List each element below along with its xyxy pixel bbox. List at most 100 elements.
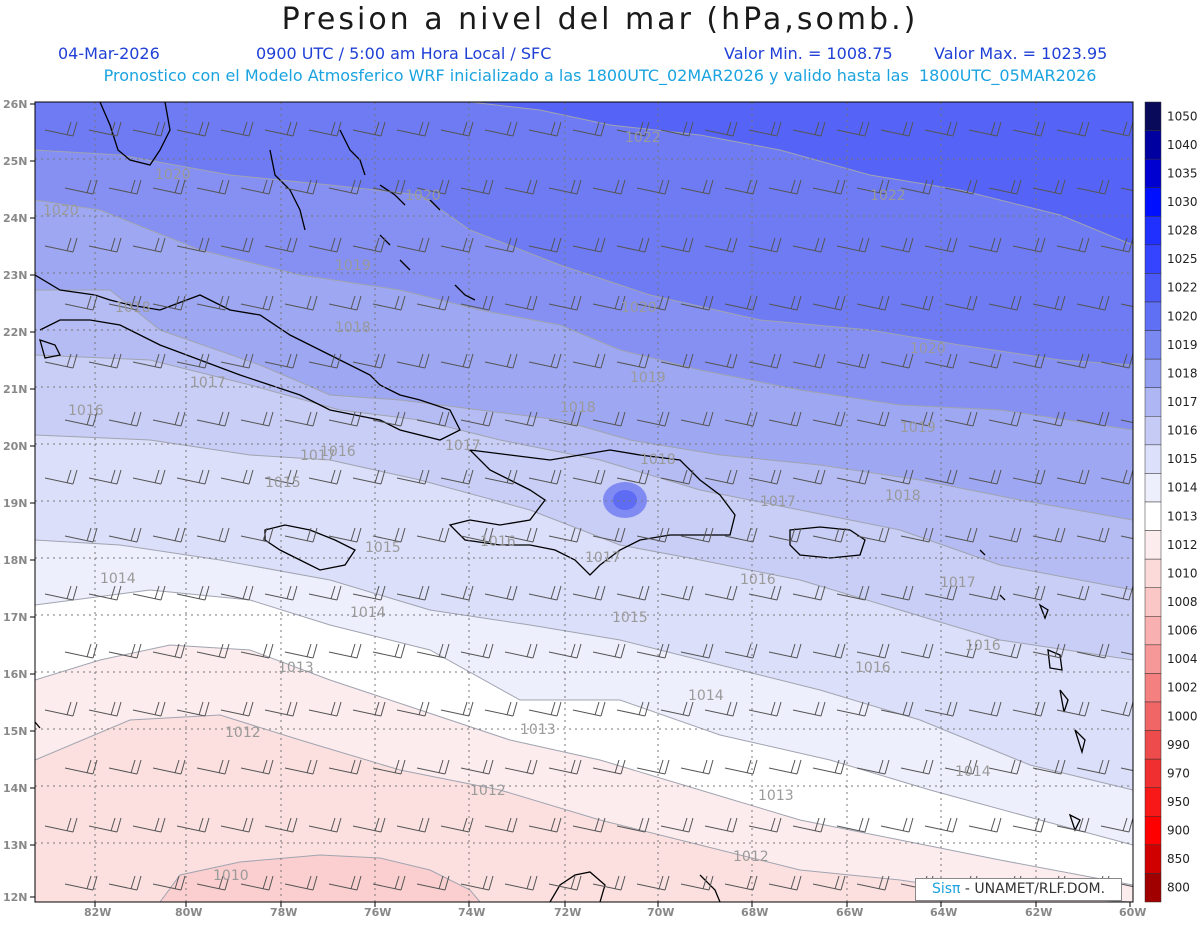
wind-barb (108, 179, 142, 195)
contour-label: 1017 (940, 575, 976, 591)
colorbar-label: 1040 (1167, 138, 1198, 152)
colorbar-label: 1050 (1167, 109, 1198, 123)
wind-barb (352, 817, 386, 833)
wind-barb (108, 759, 142, 775)
colorbar-swatch (1144, 787, 1162, 817)
wind-barb (616, 469, 650, 485)
contour-label: 1015 (365, 540, 401, 556)
wind-barb (64, 527, 98, 543)
wind-barb (64, 875, 98, 891)
lon-label: 82W (84, 906, 111, 919)
wind-barb (396, 469, 430, 485)
colorbar-swatch (1144, 416, 1162, 446)
wind-barb (1056, 817, 1090, 833)
wind-barb (108, 875, 142, 891)
wind-barb (132, 817, 166, 833)
wind-barb (900, 643, 934, 659)
credit-box: Sisπ - UNAMET/RLF.DOM. (915, 878, 1122, 901)
wind-barb (372, 179, 406, 195)
colorbar-label: 1018 (1167, 366, 1198, 380)
wind-barb (680, 295, 714, 311)
wind-barb (460, 179, 494, 195)
wind-barb (372, 411, 406, 427)
wind-barb (484, 353, 518, 369)
wind-barb (1120, 883, 1133, 888)
wind-barb (328, 759, 362, 775)
wind-barb (240, 411, 274, 427)
contour-label: 1017 (190, 375, 226, 391)
wind-barb (572, 701, 606, 717)
forecast-date: 04-Mar-2026 (58, 44, 160, 63)
wind-barb (152, 295, 186, 311)
contour-label: 1022 (625, 130, 661, 146)
wind-barb (968, 701, 1002, 717)
wind-barb (176, 121, 210, 137)
wind-barb (660, 353, 694, 369)
contour-label: 1016 (68, 403, 104, 419)
wind-barb (152, 875, 186, 891)
wind-barb (792, 469, 826, 485)
colorbar-swatch (1144, 616, 1162, 646)
wind-barb (636, 179, 670, 195)
wind-barb (1032, 527, 1066, 543)
contour-label: 1016 (965, 638, 1001, 654)
wind-barb (592, 295, 626, 311)
wind-barb (704, 121, 738, 137)
wind-barb (196, 527, 230, 543)
colorbar-label: 850 (1167, 852, 1190, 866)
wind-barb (372, 759, 406, 775)
contour-label: 1016 (855, 660, 891, 676)
wind-barb (680, 179, 714, 195)
wind-barb (108, 295, 142, 311)
wind-barb (484, 817, 518, 833)
lat-label: 14N (3, 782, 28, 795)
colorbar-label: 1016 (1167, 424, 1198, 438)
wind-barb (792, 585, 826, 601)
wind-barb (768, 643, 802, 659)
lat-label: 15N (3, 725, 28, 738)
wind-barb (88, 121, 122, 137)
wind-barb (924, 701, 958, 717)
wind-barb (968, 585, 1002, 601)
contour-label: 1012 (733, 849, 769, 865)
wind-barb (616, 701, 650, 717)
wind-barb (308, 817, 342, 833)
wind-barb (592, 875, 626, 891)
lat-label: 22N (3, 326, 28, 339)
wind-barb (220, 469, 254, 485)
wind-barb (616, 121, 650, 137)
wind-barb (240, 295, 274, 311)
wind-barb (352, 701, 386, 717)
wind-barb (152, 411, 186, 427)
wind-barb (836, 121, 870, 137)
wind-barb (572, 817, 606, 833)
contour-label: 1018 (640, 452, 676, 468)
wind-barb (372, 527, 406, 543)
colorbar-swatch (1144, 558, 1162, 588)
wind-barb (152, 527, 186, 543)
contour-label: 1018 (885, 488, 921, 504)
wind-barb (592, 411, 626, 427)
wind-barb (108, 643, 142, 659)
wind-barb (220, 353, 254, 369)
wind-barb (1100, 817, 1133, 833)
wind-barb (220, 701, 254, 717)
lon-label: 80W (175, 906, 202, 919)
wind-barb (768, 875, 802, 891)
wind-barb (352, 353, 386, 369)
wind-barb (484, 237, 518, 253)
wind-barb (484, 585, 518, 601)
wind-barb (108, 411, 142, 427)
lon-label: 72W (554, 906, 581, 919)
contour-label: 1012 (225, 725, 261, 741)
wind-barb (988, 759, 1022, 775)
wind-barb (836, 353, 870, 369)
lat-label: 25N (3, 155, 28, 168)
max-value: Valor Max. = 1023.95 (934, 44, 1108, 63)
wind-barb (44, 353, 78, 369)
contour-label: 1020 (155, 167, 191, 183)
wind-barb (1076, 527, 1110, 543)
wind-barb (680, 875, 714, 891)
wind-barb (308, 237, 342, 253)
